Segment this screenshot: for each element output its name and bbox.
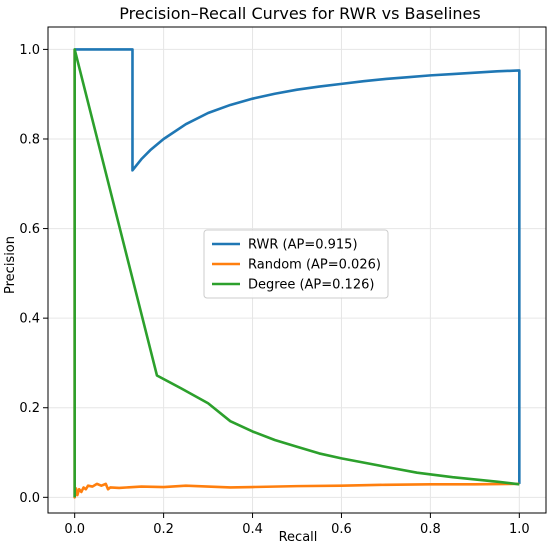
axis-ticks: 0.0 0.2 0.4 0.6 0.8 1.0 0.0 0.2 0.4 0.6 0.8 1.0: [19, 43, 529, 537]
series-line-degree: [73, 48, 520, 498]
legend-label-degree: Degree (AP=0.126): [248, 278, 374, 293]
x-axis-label: Recall: [279, 530, 318, 545]
y-tick-label: 1.0: [19, 43, 40, 58]
plot-frame: [47, 26, 547, 514]
x-tick-label: 0.6: [331, 522, 352, 537]
y-tick-label: 0.2: [19, 401, 40, 416]
legend-label-rwr: RWR (AP=0.915): [248, 238, 358, 253]
y-tick-label: 0.8: [19, 132, 40, 147]
series-line-rwr: [74, 48, 521, 484]
x-tick-label: 1.0: [509, 522, 530, 537]
x-tick-label: 0.2: [153, 522, 174, 537]
legend-label-random: Random (AP=0.026): [248, 258, 381, 273]
y-tick-label: 0.0: [19, 491, 40, 506]
legend-box: [203, 229, 389, 299]
x-tick-label: 0.4: [242, 522, 263, 537]
series-line-random: [73, 49, 520, 499]
series-lines: [73, 48, 521, 499]
chart-title: Precision–Recall Curves for RWR vs Basel…: [119, 4, 480, 23]
legend: RWR (AP=0.915) Random (AP=0.026) Degree (A…: [203, 229, 389, 299]
y-tick-label: 0.4: [19, 312, 40, 327]
y-tick-label: 0.6: [19, 222, 40, 237]
x-tick-label: 0.0: [64, 522, 85, 537]
x-tick-label: 0.8: [420, 522, 441, 537]
y-axis-label: Precision: [3, 236, 18, 294]
